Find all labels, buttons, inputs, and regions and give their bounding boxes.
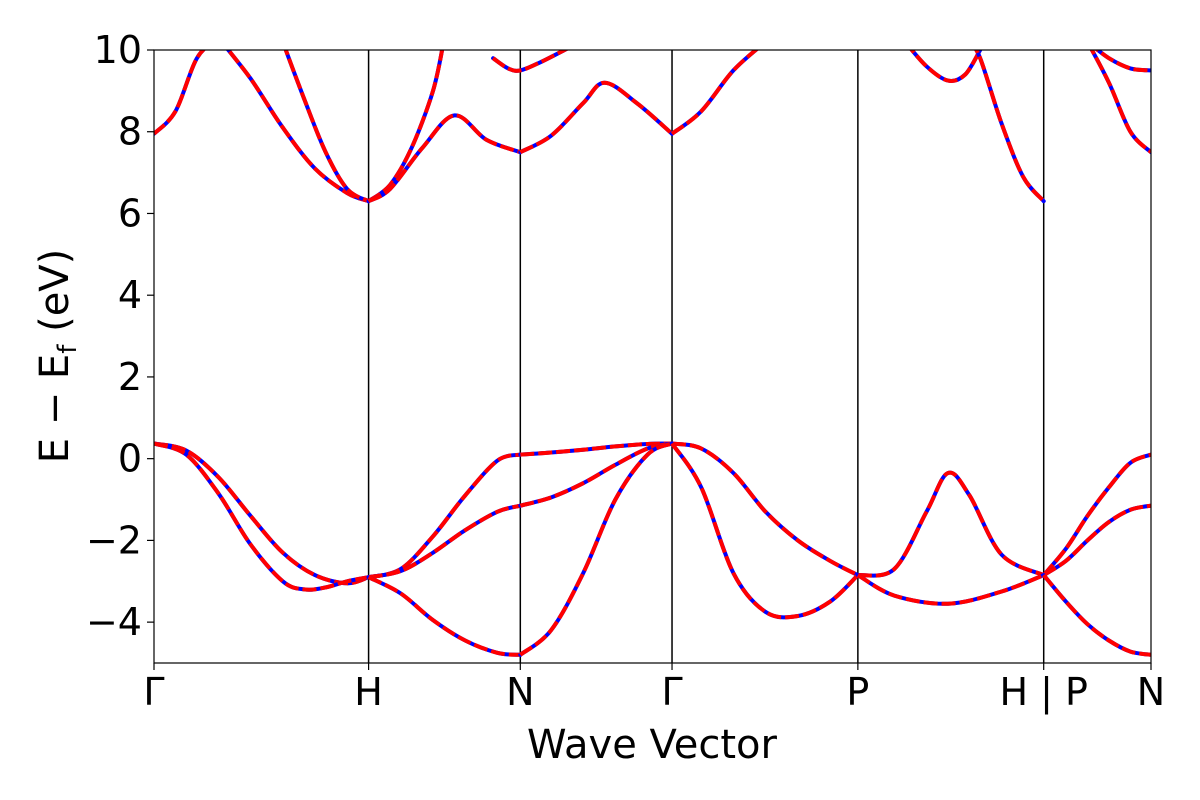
band-line-red-dashed bbox=[1089, 50, 1151, 154]
y-tick-label: 8 bbox=[118, 110, 142, 154]
band-line-red-dashed bbox=[671, 441, 859, 577]
band-line-red-dashed bbox=[154, 441, 369, 592]
band-line-red-dashed bbox=[367, 50, 445, 203]
band-line-red-dashed bbox=[1042, 503, 1151, 577]
band-line-red-dashed bbox=[1042, 452, 1151, 577]
y-axis-label: E − Ef (eV) bbox=[32, 249, 83, 464]
band-line-red-dashed bbox=[368, 503, 521, 580]
band-line-red-dashed bbox=[283, 50, 370, 204]
band-line-red-dashed bbox=[856, 573, 1045, 606]
y-axis-ticks: −4 −2 0 2 4 6 8 10 bbox=[86, 28, 154, 644]
bands bbox=[154, 50, 1151, 657]
band-line-red-dashed bbox=[973, 50, 1046, 203]
x-axis-ticks: Γ H N Γ P H | P N bbox=[143, 663, 1165, 715]
band-line-red-dashed bbox=[670, 50, 759, 136]
band-line-red-dashed bbox=[519, 441, 673, 657]
y-tick-label: 6 bbox=[118, 191, 142, 235]
x-tick-label: N bbox=[506, 670, 534, 714]
x-tick-label: Γ bbox=[143, 670, 164, 714]
band-line-red-dashed bbox=[670, 442, 860, 620]
x-tick-label: Γ bbox=[661, 670, 682, 714]
x-tick-label: P bbox=[846, 670, 869, 714]
y-tick-label: 4 bbox=[118, 273, 142, 317]
band-line-red-dashed bbox=[857, 470, 1045, 578]
band-line-red-dashed bbox=[1042, 573, 1151, 657]
band-line-red-dashed bbox=[519, 441, 673, 508]
band-line-red-dashed bbox=[520, 441, 673, 457]
band-line-red-dashed bbox=[491, 50, 569, 73]
band-line-red-dashed bbox=[225, 50, 370, 204]
x-tick-label: H bbox=[354, 670, 383, 714]
band-line-red-dashed bbox=[909, 50, 982, 83]
plot-area bbox=[154, 50, 1151, 663]
y-tick-label: −2 bbox=[86, 518, 142, 562]
band-line-red-dashed bbox=[154, 50, 206, 136]
x-tick-label: H | P bbox=[999, 670, 1087, 715]
x-tick-label: N bbox=[1137, 670, 1165, 714]
y-tick-label: −4 bbox=[86, 600, 142, 644]
band-line-red-dashed bbox=[519, 80, 674, 154]
y-tick-label: 10 bbox=[94, 28, 142, 72]
y-tick-label: 0 bbox=[118, 437, 142, 481]
plot-frame bbox=[153, 49, 1152, 664]
y-tick-label: 2 bbox=[118, 355, 142, 399]
band-line-red-dashed bbox=[367, 113, 522, 204]
band-line-red-dashed bbox=[367, 575, 521, 657]
x-axis-label: Wave Vector bbox=[527, 722, 778, 768]
band-line-red-dashed bbox=[1094, 50, 1151, 73]
